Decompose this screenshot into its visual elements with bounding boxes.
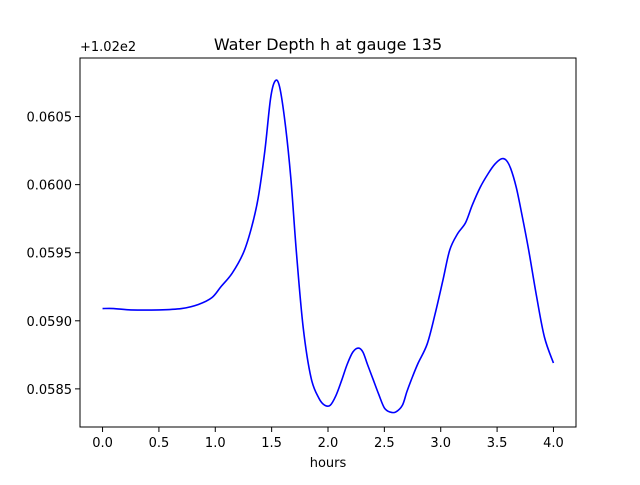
- x-tick-label: 2.0: [318, 436, 339, 451]
- x-tick-label: 4.0: [543, 436, 564, 451]
- y-tick-label: 0.0585: [27, 383, 73, 398]
- y-offset-label: +1.02e2: [80, 40, 136, 55]
- x-tick-label: 0.5: [149, 436, 170, 451]
- x-axis-ticks: 0.0 0.5 1.0 1.5 2.0 2.5 3.0 3.5 4.0: [92, 427, 564, 451]
- x-axis-label: hours: [310, 456, 347, 471]
- series-line: [102, 79, 555, 414]
- plot-area-frame: [79, 57, 577, 428]
- y-tick-label: 0.0595: [27, 247, 73, 262]
- plot-series-group: [102, 79, 555, 414]
- x-tick-label: 0.0: [92, 436, 113, 451]
- y-tick-label: 0.0600: [27, 179, 73, 194]
- y-tick-label: 0.0605: [27, 111, 73, 126]
- y-axis-ticks: 0.0585 0.0590 0.0595 0.0600 0.0605: [27, 111, 80, 398]
- y-tick-label: 0.0590: [27, 315, 73, 330]
- x-tick-label: 1.5: [261, 436, 282, 451]
- x-tick-label: 3.5: [487, 436, 508, 451]
- x-tick-label: 3.0: [430, 436, 451, 451]
- x-tick-label: 2.5: [374, 436, 395, 451]
- x-tick-label: 1.0: [205, 436, 226, 451]
- chart-title: Water Depth h at gauge 135: [214, 35, 442, 54]
